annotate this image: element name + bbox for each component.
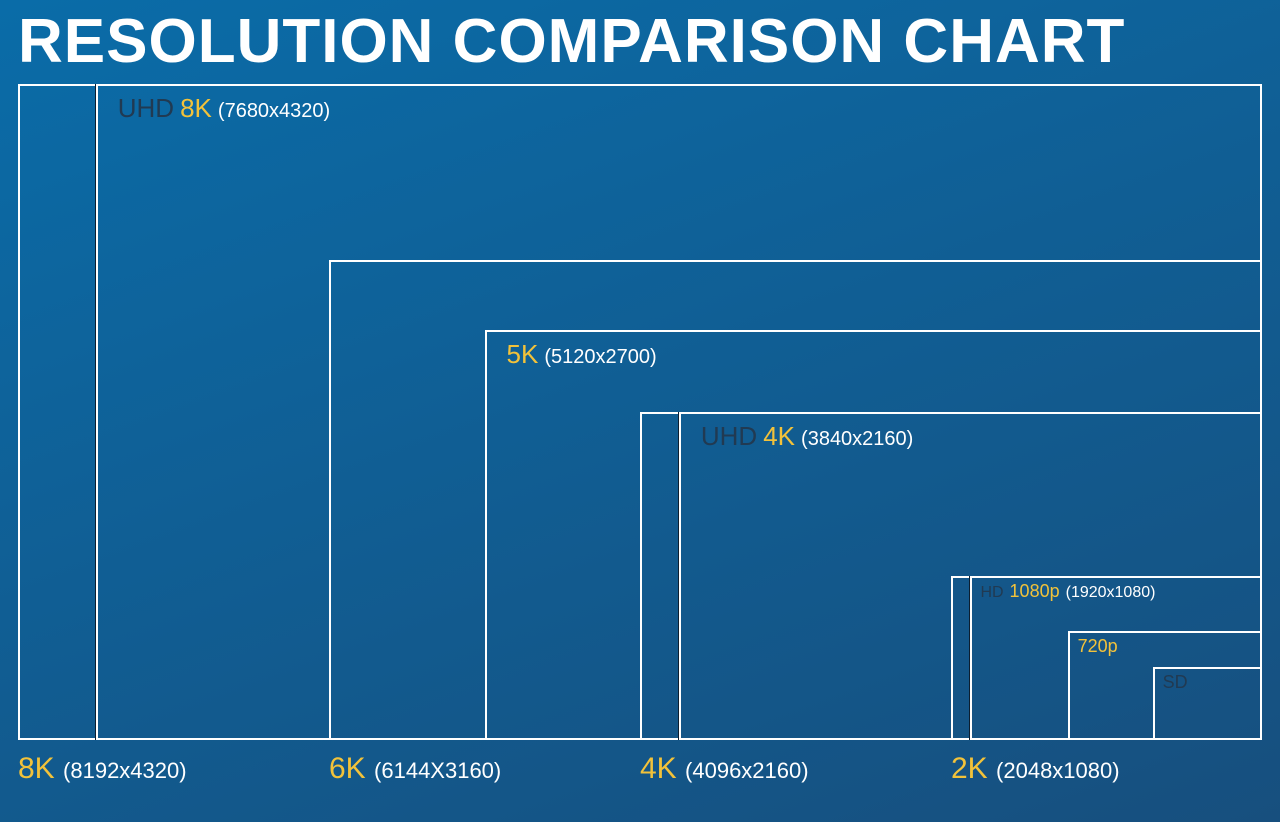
res-label-sd: SD: [1153, 672, 1262, 693]
res-label-dims: (7680x4320): [218, 100, 330, 122]
bottom-label-6k: 6K (6144X3160): [329, 752, 501, 786]
bottom-label-dims: (8192x4320): [63, 758, 187, 783]
bottom-label-name: 2K: [951, 752, 996, 785]
res-label-hd-1080p: HD 1080p (1920x1080): [970, 581, 1262, 602]
res-label-name: 5K: [507, 339, 539, 369]
res-label-dims: (1920x1080): [1066, 584, 1156, 601]
res-label-uhd-8k: UHD8K (7680x4320): [96, 93, 1262, 124]
bottom-label-name: 4K: [640, 752, 685, 785]
res-label-name: 1080p: [1010, 581, 1060, 601]
res-label-prefix: UHD: [701, 421, 757, 451]
res-label-name: 4K: [763, 421, 795, 451]
res-label-prefix: UHD: [118, 93, 174, 123]
bottom-label-name: 6K: [329, 752, 374, 785]
res-label-name: 8K: [180, 93, 212, 123]
res-label-dims: (5120x2700): [544, 346, 656, 368]
bottom-label-dims: (6144X3160): [374, 758, 501, 783]
res-label-uhd-4k: UHD4K (3840x2160): [679, 421, 1262, 452]
chart-title: RESOLUTION COMPARISON CHART: [18, 6, 1125, 77]
split-line-uhd-8k: [95, 84, 96, 740]
bottom-label-dims: (2048x1080): [996, 758, 1120, 783]
res-label-name: SD: [1163, 672, 1188, 692]
bottom-label-4k-dci: 4K (4096x2160): [640, 752, 809, 786]
res-label-name: 720p: [1078, 636, 1118, 656]
res-label-720p: 720p: [1068, 636, 1262, 657]
res-label-5k: 5K(5120x2700): [485, 339, 1263, 370]
resolution-chart: UHD8K(7680x4320)5K(5120x2700)UHD4K(3840x…: [18, 80, 1262, 740]
bottom-label-name: 8K: [18, 752, 63, 785]
bottom-label-2k: 2K (2048x1080): [951, 752, 1120, 786]
split-line-uhd-4k: [678, 412, 679, 740]
bottom-label-dims: (4096x2160): [685, 758, 809, 783]
res-label-prefix: HD: [980, 584, 1003, 601]
res-label-dims: (3840x2160): [801, 428, 913, 450]
bottom-label-8k-dci: 8K (8192x4320): [18, 752, 187, 786]
